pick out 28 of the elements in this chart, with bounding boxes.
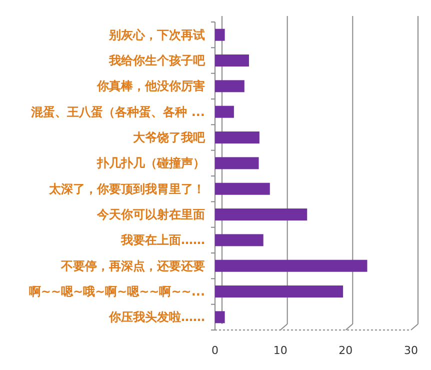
bar	[215, 28, 225, 41]
bar	[215, 234, 264, 246]
bar	[215, 157, 259, 170]
y-tick-label: 不要停，再深点，还要还要	[60, 258, 205, 273]
y-tick-label: 扑几扑几（碰撞声）	[96, 156, 205, 170]
y-tick-label: 我给你生个孩子吧	[108, 54, 206, 68]
y-tick-label: 今天你可以射在里面	[96, 208, 205, 222]
x-tick-label: 30	[404, 344, 418, 357]
y-tick-label: 混蛋、王八蛋（各种蛋、各种 ...	[30, 104, 205, 119]
x-tick-label: 0	[212, 344, 218, 357]
bar	[215, 260, 368, 272]
y-tick-label: 啊~~嗯~哦~啊~嗯~~啊~~...	[28, 284, 205, 298]
bar	[215, 311, 225, 324]
bar	[215, 54, 249, 66]
bar	[215, 106, 234, 118]
bar	[215, 80, 244, 92]
y-tick-label: 太深了，你要顶到我胃里了！	[48, 182, 205, 196]
bar	[215, 182, 270, 195]
y-tick-label: 大爷饶了我吧	[133, 130, 206, 144]
bar	[215, 208, 308, 220]
y-tick-label: 你压我头发啦……	[108, 310, 205, 324]
y-tick-label: 别灰心，下次再试	[108, 28, 205, 42]
y-tick-label: 我要在上面……	[120, 233, 205, 248]
x-tick-label: 10	[273, 344, 288, 357]
bar	[215, 132, 260, 144]
y-tick-label: 你真棒，他没你厉害	[96, 79, 205, 94]
x-tick-label: 20	[338, 344, 353, 357]
bar	[215, 286, 344, 298]
